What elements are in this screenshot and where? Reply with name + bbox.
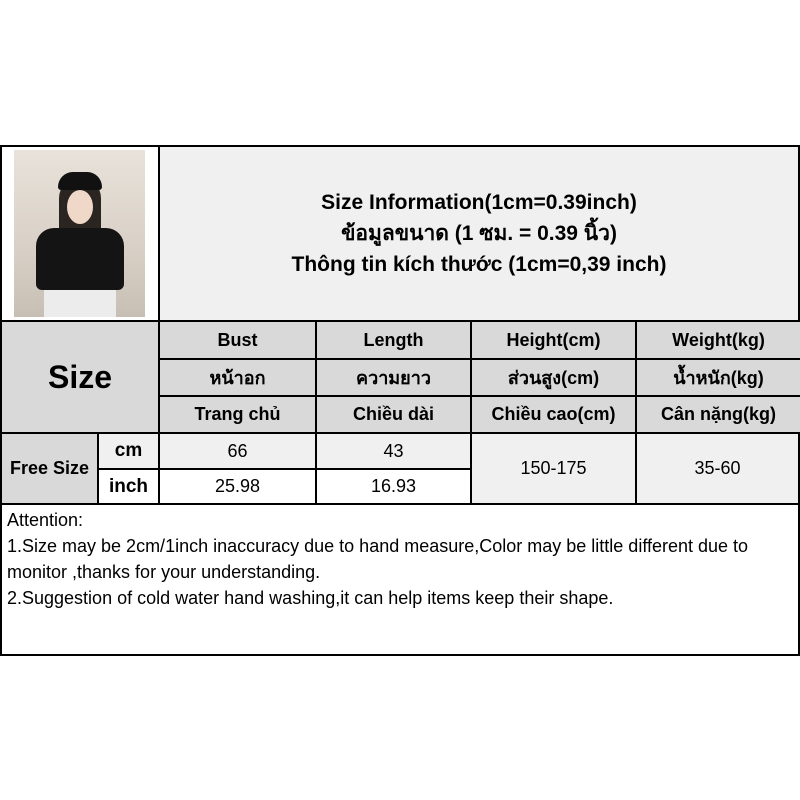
- length-cm: 43: [315, 432, 472, 470]
- column-header-th: ส่วนสูง(cm): [470, 358, 637, 397]
- column-header-vi: Trang chủ: [158, 395, 317, 434]
- attention-note-1: 1.Size may be 2cm/1inch inaccuracy due t…: [7, 536, 749, 582]
- column-header-vi: Cân nặng(kg): [635, 395, 800, 434]
- column-header-en: Bust: [158, 320, 317, 360]
- bust-cm: 66: [158, 432, 317, 470]
- unit-inch: inch: [97, 468, 160, 505]
- column-header-th: ความยาว: [315, 358, 472, 397]
- title-vi: Thông tin kích thước (1cm=0,39 inch): [291, 253, 667, 276]
- product-photo: [14, 150, 145, 317]
- attention-box: Attention: 1.Size may be 2cm/1inch inacc…: [0, 503, 800, 656]
- column-header-vi: Chiều dài: [315, 395, 472, 434]
- attention-note-2: 2.Suggestion of cold water hand washing,…: [7, 588, 614, 608]
- column-header-en: Weight(kg): [635, 320, 800, 360]
- title-th: ข้อมูลขนาด (1 ซม. = 0.39 นิ้ว): [341, 222, 617, 245]
- column-header-vi: Chiều cao(cm): [470, 395, 637, 434]
- row-label: Free Size: [0, 432, 99, 505]
- bust-inch: 25.98: [158, 468, 317, 505]
- height-range: 150-175: [470, 432, 637, 505]
- column-header-th: น้ำหนัก(kg): [635, 358, 800, 397]
- size-label: Size: [0, 320, 160, 434]
- length-inch: 16.93: [315, 468, 472, 505]
- title-en: Size Information(1cm=0.39inch): [321, 191, 637, 214]
- column-header-en: Height(cm): [470, 320, 637, 360]
- column-header-en: Length: [315, 320, 472, 360]
- unit-cm: cm: [97, 432, 160, 470]
- attention-heading: Attention:: [7, 510, 84, 530]
- weight-range: 35-60: [635, 432, 800, 505]
- title-cell: Size Information(1cm=0.39inch) ข้อมูลขนา…: [158, 145, 800, 322]
- column-header-th: หน้าอก: [158, 358, 317, 397]
